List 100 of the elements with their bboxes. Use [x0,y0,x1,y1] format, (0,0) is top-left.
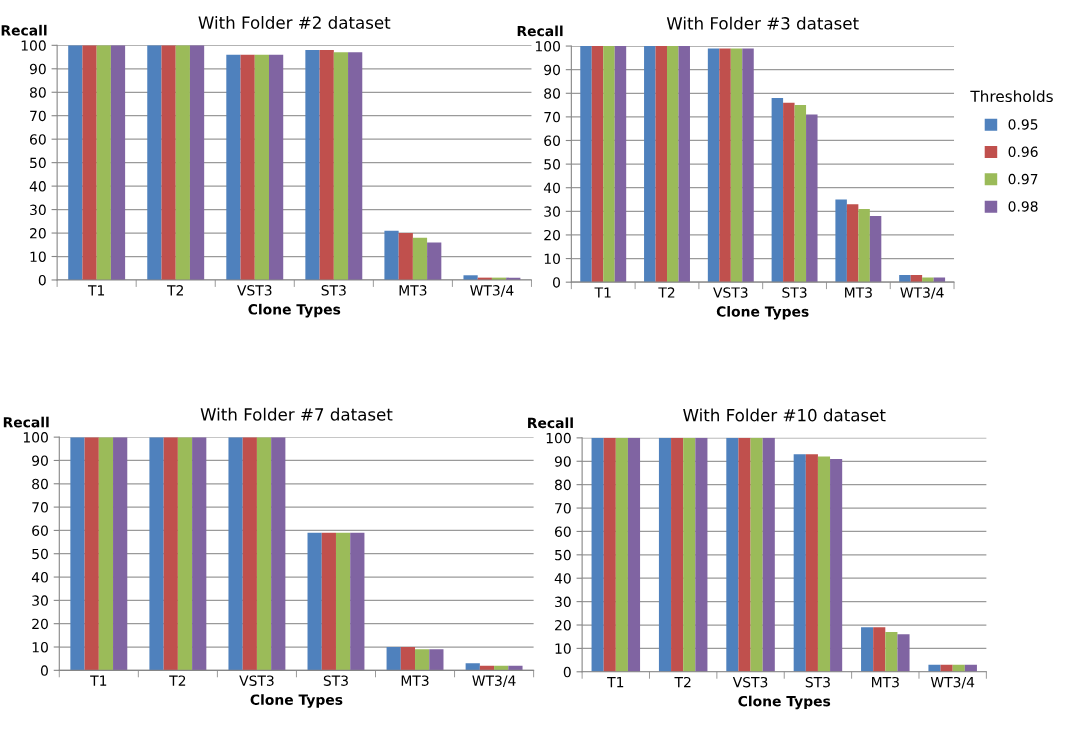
bar [806,114,818,283]
bar [644,46,656,283]
bar [429,649,444,671]
legend-title: Thresholds [970,90,1053,103]
x-tick-label: T1 [87,285,105,296]
bar [269,54,284,280]
x-tick-label: VST3 [713,287,748,298]
bar [398,233,413,280]
y-tick-label: 90 [32,455,48,466]
x-tick-label: MT3 [399,285,427,296]
bar [319,50,334,280]
bar [271,437,286,671]
bar [695,437,708,672]
bar [835,199,847,283]
x-tick-label: VST3 [237,285,272,296]
bar [82,45,97,280]
bar [738,437,751,672]
bar [655,46,668,283]
bar [175,45,190,280]
bar [858,208,870,283]
bar [897,634,910,672]
y-tick-label: 0 [563,666,571,678]
bar [228,437,243,671]
legend-label: 0.97 [1008,173,1038,185]
bar [658,437,672,672]
y-tick-label: 40 [554,573,571,584]
bar [465,663,480,671]
bar [627,437,641,672]
x-tick-label: T1 [607,677,624,688]
y-tick-label: 50 [30,157,46,169]
y-axis-title: Recall [3,416,49,428]
bar [771,98,784,283]
y-axis-title: Recall [517,25,563,37]
bar [98,437,114,671]
x-axis-title: Clone Types [716,306,809,320]
x-tick-label: ST3 [321,285,346,296]
bar [671,437,684,672]
x-axis-title: Clone Types [248,303,341,318]
y-tick-label: 90 [544,64,560,76]
bar [321,532,336,671]
y-tick-label: 70 [544,111,560,123]
x-tick-label: ST3 [323,675,348,686]
chart-title: With Folder #3 dataset [666,16,859,30]
x-axis-title: Clone Types [738,695,831,710]
y-axis-title: Recall [1,24,47,36]
x-tick-label: VST3 [732,676,768,688]
y-tick-label: 0 [38,274,46,286]
bar [70,437,85,671]
bar [307,532,322,671]
y-tick-label: 100 [23,432,48,443]
x-tick-label: VST3 [239,675,274,686]
bar [726,437,739,672]
x-tick-label: ST3 [782,287,807,298]
y-tick-label: 60 [555,526,571,537]
bar [783,102,795,283]
x-tick-label: ST3 [805,676,830,688]
bar [192,437,207,671]
bar [933,277,946,283]
bar [427,242,442,280]
y-tick-label: 40 [29,181,46,192]
y-tick-label: 90 [29,63,46,75]
y-tick-label: 30 [32,595,48,606]
legend-label: 0.98 [1008,201,1038,212]
bar [348,52,363,280]
bar [333,52,349,280]
x-tick-label: T2 [167,285,183,296]
bar [508,665,523,671]
bar [793,454,806,672]
bar [110,45,126,280]
y-tick-label: 100 [546,432,571,444]
bar [591,437,604,672]
y-tick-label: 10 [544,253,560,265]
bar [928,664,941,672]
bar [762,437,775,672]
bar [885,632,898,672]
chart-title: With Folder #2 dataset [198,15,391,29]
y-tick-label: 100 [535,41,560,52]
bar [707,48,720,283]
y-tick-label: 40 [31,572,48,583]
y-tick-label: 0 [40,665,48,676]
y-tick-label: 30 [544,206,560,217]
y-tick-label: 80 [554,479,571,491]
y-tick-label: 50 [32,548,48,560]
chart-title: With Folder #10 dataset [683,408,886,422]
y-tick-label: 50 [544,159,560,170]
y-tick-label: 90 [554,456,571,467]
bar [96,45,111,280]
x-tick-label: T2 [169,675,186,686]
x-tick-label: T2 [674,676,691,688]
bar [384,230,399,280]
y-tick-label: 80 [32,478,48,490]
bar [910,275,923,283]
y-tick-label: 20 [32,618,48,630]
x-tick-label: T1 [594,287,611,298]
bar [873,627,886,672]
bar [335,532,351,671]
y-tick-label: 20 [555,619,571,631]
y-tick-label: 60 [30,134,46,145]
x-tick-label: MT3 [845,287,872,298]
bar [415,649,430,671]
